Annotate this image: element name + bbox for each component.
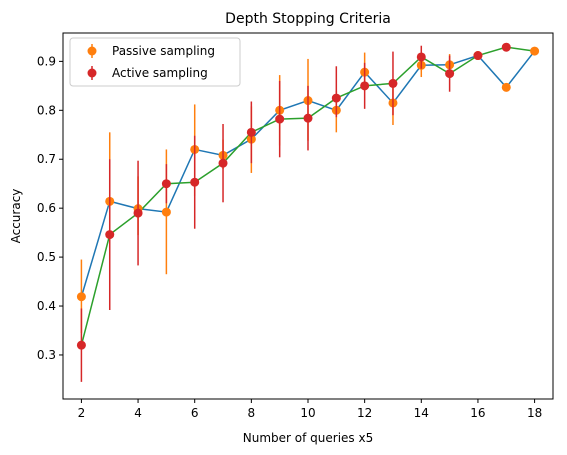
active-sampling-point (502, 43, 511, 52)
x-tick-label: 2 (78, 406, 86, 420)
active-sampling-point (275, 115, 284, 124)
series-layer (77, 43, 539, 382)
x-tick-label: 14 (414, 406, 429, 420)
x-axis: 2 4 6 8 10 12 14 16 18 (78, 399, 543, 420)
y-tick-label: 0.8 (37, 103, 56, 117)
legend: Passive sampling Active sampling (70, 38, 240, 86)
chart-title: Depth Stopping Criteria (225, 11, 391, 27)
active-sampling-point (105, 230, 114, 239)
active-sampling-point (219, 159, 228, 168)
x-tick-label: 8 (248, 406, 256, 420)
active-sampling-point (77, 341, 86, 350)
y-axis-label: Accuracy (9, 189, 23, 244)
active-sampling-point (162, 179, 171, 188)
x-tick-label: 18 (527, 406, 542, 420)
passive-sampling-point (162, 208, 171, 217)
y-tick-label: 0.4 (37, 299, 56, 313)
active-sampling-point (332, 94, 341, 103)
active-sampling-markers (77, 43, 511, 382)
x-tick-label: 16 (470, 406, 485, 420)
active-sampling-point (388, 79, 397, 88)
y-tick-label: 0.9 (37, 54, 56, 68)
active-sampling-point (445, 69, 454, 78)
legend-label-passive: Passive sampling (112, 44, 215, 58)
active-sampling-point (190, 178, 199, 187)
y-axis: 0.3 0.4 0.5 0.6 0.7 0.8 0.9 (37, 54, 63, 362)
x-tick-label: 12 (357, 406, 372, 420)
y-tick-label: 0.5 (37, 250, 56, 264)
x-axis-label: Number of queries x5 (243, 431, 373, 445)
active-sampling-point (473, 51, 482, 60)
active-sampling-point (247, 128, 256, 137)
y-tick-label: 0.3 (37, 348, 56, 362)
y-tick-label: 0.7 (37, 152, 56, 166)
y-tick-label: 0.6 (37, 201, 56, 215)
active-sampling-point (360, 81, 369, 90)
passive-sampling-point (530, 47, 539, 56)
active-sampling-point (417, 52, 426, 61)
x-tick-label: 6 (191, 406, 199, 420)
x-tick-label: 10 (300, 406, 315, 420)
active-sampling-point (304, 114, 313, 123)
passive-sampling-point (502, 83, 511, 92)
passive-sampling-point (77, 292, 86, 301)
x-tick-label: 4 (134, 406, 142, 420)
active-sampling-point (134, 209, 143, 218)
legend-label-active: Active sampling (112, 66, 208, 80)
